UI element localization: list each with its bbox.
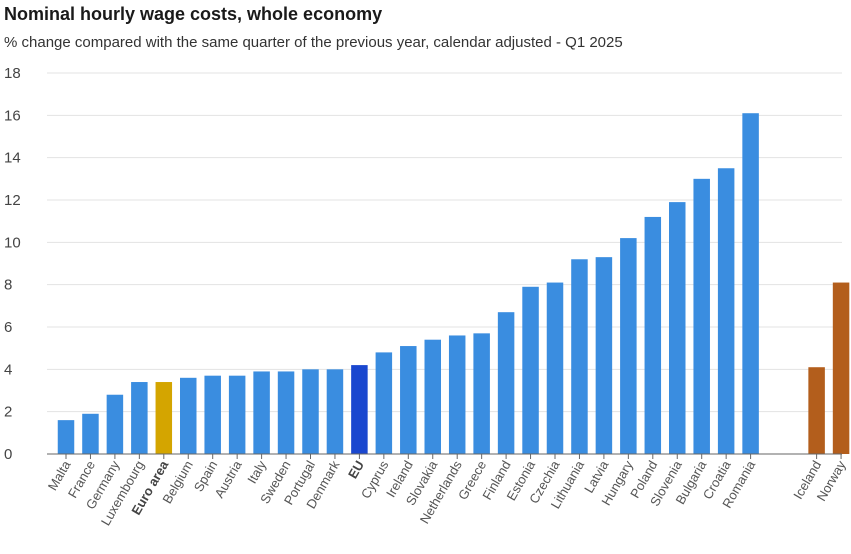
bar-estonia[interactable] bbox=[522, 286, 539, 454]
bars bbox=[57, 113, 850, 455]
x-tick-label: EU bbox=[345, 458, 367, 481]
y-tick-label: 14 bbox=[4, 150, 21, 167]
bar-spain[interactable] bbox=[204, 375, 221, 454]
y-tick-label: 16 bbox=[4, 107, 21, 124]
y-tick-label: 10 bbox=[4, 234, 21, 251]
bar-denmark[interactable] bbox=[326, 369, 344, 454]
y-axis-ticks: 0 2 4 6 8 10 12 14 16 18 bbox=[4, 65, 21, 463]
bar-germany[interactable] bbox=[106, 394, 124, 454]
y-tick-label: 4 bbox=[4, 361, 12, 378]
chart-subtitle: % change compared with the same quarter … bbox=[4, 34, 623, 51]
bar-hungary[interactable] bbox=[620, 238, 637, 454]
bar-portugal[interactable] bbox=[302, 369, 319, 454]
bar-lithuania[interactable] bbox=[571, 259, 588, 454]
bar-norway[interactable] bbox=[832, 282, 850, 454]
bar-romania[interactable] bbox=[742, 113, 759, 454]
bar-finland[interactable] bbox=[497, 312, 515, 454]
y-tick-label: 12 bbox=[4, 192, 21, 209]
bar-greece[interactable] bbox=[473, 333, 490, 454]
bar-france[interactable] bbox=[82, 413, 99, 454]
bar-sweden[interactable] bbox=[277, 371, 295, 454]
y-tick-label: 0 bbox=[4, 446, 12, 463]
chart-title: Nominal hourly wage costs, whole economy bbox=[4, 4, 383, 24]
bar-latvia[interactable] bbox=[595, 257, 613, 454]
bar-ireland[interactable] bbox=[400, 346, 417, 454]
bar-cyprus[interactable] bbox=[375, 352, 393, 454]
y-tick-label: 2 bbox=[4, 404, 12, 421]
bar-austria[interactable] bbox=[228, 375, 246, 454]
bar-slovenia[interactable] bbox=[669, 202, 686, 454]
bar-luxembourg[interactable] bbox=[131, 382, 148, 454]
bar-euro-area[interactable] bbox=[155, 382, 173, 454]
bar-czechia[interactable] bbox=[546, 282, 564, 454]
bar-netherlands[interactable] bbox=[448, 335, 466, 454]
y-tick-label: 8 bbox=[4, 277, 12, 294]
bar-belgium[interactable] bbox=[180, 377, 197, 454]
bar-bulgaria[interactable] bbox=[693, 178, 710, 455]
y-tick-label: 6 bbox=[4, 319, 12, 336]
bar-italy[interactable] bbox=[253, 371, 270, 454]
bar-croatia[interactable] bbox=[717, 168, 735, 454]
bar-iceland[interactable] bbox=[808, 367, 825, 454]
bar-poland[interactable] bbox=[644, 216, 662, 454]
bar-malta[interactable] bbox=[57, 420, 75, 454]
x-tick-label: Italy bbox=[244, 458, 269, 487]
y-tick-label: 18 bbox=[4, 65, 21, 82]
bar-eu[interactable] bbox=[351, 365, 368, 454]
bar-slovakia[interactable] bbox=[424, 339, 442, 454]
